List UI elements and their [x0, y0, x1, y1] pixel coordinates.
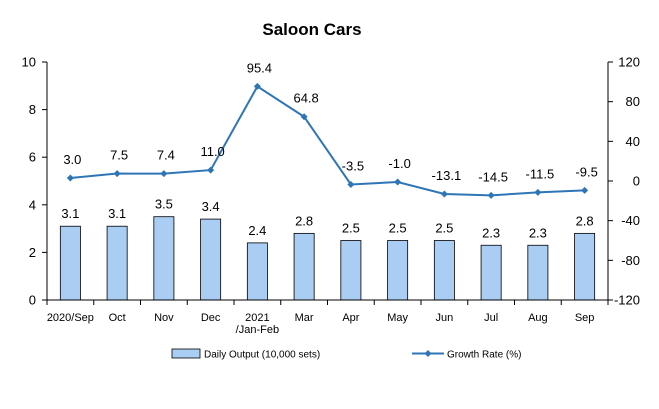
growth-rate-point-3	[207, 166, 215, 174]
y-left-tick-label-0: 0	[29, 293, 36, 308]
x-tick-label-9: Jul	[484, 312, 498, 324]
y-left-tick-label-2: 4	[29, 197, 36, 212]
growth-rate-point-9	[487, 191, 495, 199]
growth-rate-point-8	[440, 190, 448, 198]
growth-rate-point-2	[160, 170, 168, 178]
x-tick-label-6: Apr	[342, 312, 359, 324]
legend-swatch-daily-output	[171, 348, 201, 359]
growth-rate-value-label-6: -3.5	[342, 158, 364, 173]
bar-value-label-1: 3.1	[108, 206, 126, 221]
y-right-tick-label-5: 80	[626, 94, 640, 109]
y-right-tick-label-1: -80	[621, 253, 640, 268]
bar-6	[340, 240, 362, 301]
growth-rate-line	[70, 84, 585, 197]
y-left-tick-label-4: 8	[29, 102, 36, 117]
bar-8	[433, 240, 455, 301]
growth-rate-value-label-9: -14.5	[478, 169, 508, 184]
bar-2	[153, 216, 175, 301]
growth-rate-value-label-1: 7.5	[110, 148, 128, 163]
x-tick-label-2: Nov	[154, 312, 174, 324]
legend-marker-growth-rate	[424, 350, 432, 357]
x-tick-label-0: 2020/Sep	[47, 312, 94, 324]
x-tick-label-1: Oct	[109, 312, 126, 324]
growth-rate-value-label-5: 64.8	[293, 91, 318, 106]
growth-rate-value-label-0: 3.0	[63, 152, 81, 167]
growth-rate-value-label-10: -11.5	[526, 166, 555, 181]
x-tick-label-8: Jun	[436, 312, 454, 324]
growth-rate-point-5	[300, 113, 308, 121]
chart-title: Saloon Cars	[262, 20, 361, 39]
bar-11	[574, 232, 596, 301]
bar-value-label-2: 3.5	[155, 197, 173, 212]
growth-rate-point-1	[113, 170, 121, 178]
bar-value-label-11: 2.8	[576, 213, 594, 228]
bar-value-label-7: 2.5	[389, 221, 407, 236]
legend: Daily Output (10,000 sets) Growth Rate (%…	[171, 348, 521, 361]
bar-value-label-10: 2.3	[529, 225, 547, 240]
bar-1	[106, 225, 128, 301]
x-tick-label-3: Dec	[201, 312, 221, 324]
bar-10	[527, 244, 549, 301]
bar-value-label-9: 2.3	[482, 225, 500, 240]
y-left-tick-label-5: 10	[22, 55, 36, 70]
bar-value-label-0: 3.1	[61, 206, 79, 221]
bar-value-label-4: 2.4	[248, 223, 266, 238]
bar-value-label-5: 2.8	[295, 213, 313, 228]
growth-rate-point-0	[66, 174, 74, 182]
x-tick-label-11: Sep	[575, 312, 595, 324]
labels-layer: 3.1 3.1 3.5 3.4 2.4 2.8 2.5 2.5 2.5 2.3 2.3 2.8 3.0 7…	[61, 60, 597, 240]
growth-rate-point-6	[347, 180, 355, 188]
legend-label-daily-output: Daily Output (10,000 sets)	[204, 350, 320, 361]
bar-value-label-6: 2.5	[342, 221, 360, 236]
y-right-tick-label-3: 0	[633, 174, 640, 189]
bars-layer	[59, 216, 596, 301]
bar-3	[200, 218, 222, 301]
growth-rate-value-label-8: -13.1	[432, 168, 462, 183]
y-right-tick-label-0: -120	[614, 293, 640, 308]
bar-7	[387, 240, 409, 301]
x-tick-label-7: May	[387, 312, 408, 324]
growth-rate-point-10	[534, 188, 542, 196]
bar-value-label-3: 3.4	[202, 199, 220, 214]
bar-9	[480, 244, 502, 301]
bar-4	[246, 242, 268, 301]
growth-rate-point-7	[394, 178, 402, 186]
bar-5	[293, 232, 315, 301]
x-tick-label-5: Mar	[295, 312, 314, 324]
growth-rate-point-11	[581, 186, 589, 194]
y-right-tick-label-4: 40	[626, 134, 640, 149]
y-right-tick-label-2: -40	[621, 213, 640, 228]
legend-label-growth-rate: Growth Rate (%)	[447, 350, 521, 361]
bar-0	[59, 225, 81, 301]
x-tick-label-10: Aug	[528, 312, 548, 324]
growth-rate-value-label-7: -1.0	[388, 156, 410, 171]
axes-layer: 0 2 4 6 8 10 -120 -80 -40 0 40 80 120 2020/Sep Oct Nov D…	[22, 55, 640, 337]
y-left-tick-label-1: 2	[29, 245, 36, 260]
bar-value-label-8: 2.5	[435, 221, 453, 236]
x-tick-label-4: 2021/Jan-Feb	[236, 312, 279, 336]
growth-rate-value-label-2: 7.4	[157, 148, 175, 163]
growth-rate-point-4	[253, 82, 261, 90]
growth-rate-value-label-11: -9.5	[575, 164, 597, 179]
growth-rate-value-label-4: 95.4	[247, 60, 272, 75]
growth-rate-value-label-3: 11.0	[200, 144, 224, 159]
line-layer	[66, 82, 589, 199]
y-left-tick-label-3: 6	[29, 150, 36, 165]
y-right-tick-label-6: 120	[618, 55, 640, 70]
